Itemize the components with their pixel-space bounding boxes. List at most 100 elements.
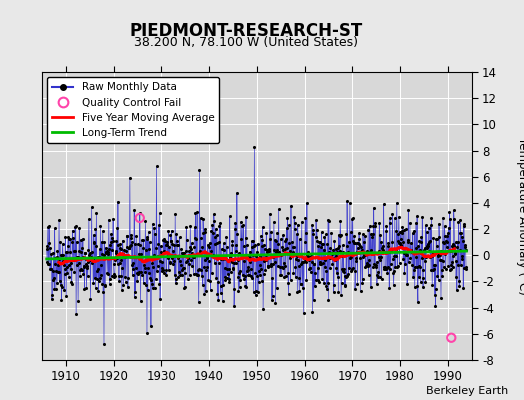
Point <box>111 272 119 279</box>
Point <box>105 280 114 287</box>
Point <box>350 232 358 239</box>
Point <box>223 244 231 250</box>
Y-axis label: Temperature Anomaly (°C): Temperature Anomaly (°C) <box>517 137 524 295</box>
Point <box>357 244 365 250</box>
Point <box>462 246 470 253</box>
Point <box>398 228 406 234</box>
Point <box>73 262 82 268</box>
Point <box>172 280 180 286</box>
Point <box>372 262 380 268</box>
Point <box>337 266 346 272</box>
Point <box>401 261 409 267</box>
Point <box>235 250 243 256</box>
Point <box>147 276 156 283</box>
Point <box>432 236 441 242</box>
Point <box>247 273 255 279</box>
Point <box>145 246 154 252</box>
Point <box>116 240 125 247</box>
Point <box>85 250 94 256</box>
Point <box>366 231 375 238</box>
Point <box>111 257 119 263</box>
Point <box>406 247 414 254</box>
Point <box>376 232 384 238</box>
Point <box>425 224 433 231</box>
Point <box>187 246 195 252</box>
Point <box>194 299 203 305</box>
Point <box>126 174 134 181</box>
Point <box>322 283 331 289</box>
Point <box>251 270 259 276</box>
Point <box>174 274 182 280</box>
Point <box>148 260 156 267</box>
Point <box>126 231 135 238</box>
Point <box>430 292 439 298</box>
Point <box>409 230 417 236</box>
Point <box>385 284 394 291</box>
Point <box>278 244 287 250</box>
Point <box>109 216 117 222</box>
Point <box>342 231 351 237</box>
Point <box>266 210 274 217</box>
Point <box>89 256 97 263</box>
Point <box>82 256 90 262</box>
Point <box>324 297 333 303</box>
Point <box>293 222 302 228</box>
Point <box>132 232 140 239</box>
Point <box>169 261 177 268</box>
Point <box>209 252 217 258</box>
Point <box>244 272 253 278</box>
Point <box>174 253 183 260</box>
Point <box>188 263 196 269</box>
Point <box>454 219 463 225</box>
Point <box>53 248 62 254</box>
Point <box>313 227 321 233</box>
Point <box>423 240 432 247</box>
Point <box>254 240 262 247</box>
Point <box>436 252 444 258</box>
Legend: Raw Monthly Data, Quality Control Fail, Five Year Moving Average, Long-Term Tren: Raw Monthly Data, Quality Control Fail, … <box>47 77 220 143</box>
Point <box>290 214 298 220</box>
Point <box>370 260 378 267</box>
Point <box>83 272 92 279</box>
Point <box>153 254 161 260</box>
Point <box>354 245 362 251</box>
Point <box>155 281 163 287</box>
Point <box>146 239 154 245</box>
Point <box>249 238 257 245</box>
Point <box>462 266 471 272</box>
Point <box>114 242 123 248</box>
Point <box>196 215 205 222</box>
Point <box>405 248 413 254</box>
Point <box>389 282 398 288</box>
Point <box>263 248 271 255</box>
Point <box>161 238 169 244</box>
Point <box>450 216 458 222</box>
Point <box>119 252 128 258</box>
Point <box>280 259 288 266</box>
Point <box>167 238 176 244</box>
Point <box>445 208 453 215</box>
Point <box>205 240 214 246</box>
Point <box>299 259 307 265</box>
Point <box>45 223 53 229</box>
Point <box>340 266 348 272</box>
Point <box>315 238 323 245</box>
Point <box>350 265 358 271</box>
Point <box>123 232 131 239</box>
Point <box>305 266 313 272</box>
Point <box>123 233 132 240</box>
Point <box>187 257 195 263</box>
Point <box>331 253 340 259</box>
Point <box>359 254 367 260</box>
Point <box>235 284 244 290</box>
Point <box>232 242 241 248</box>
Point <box>168 254 176 261</box>
Point <box>60 262 68 268</box>
Point <box>314 243 323 250</box>
Point <box>250 242 258 249</box>
Point <box>368 251 376 258</box>
Point <box>204 257 213 264</box>
Point <box>293 231 301 237</box>
Point <box>55 256 63 262</box>
Point <box>462 263 470 270</box>
